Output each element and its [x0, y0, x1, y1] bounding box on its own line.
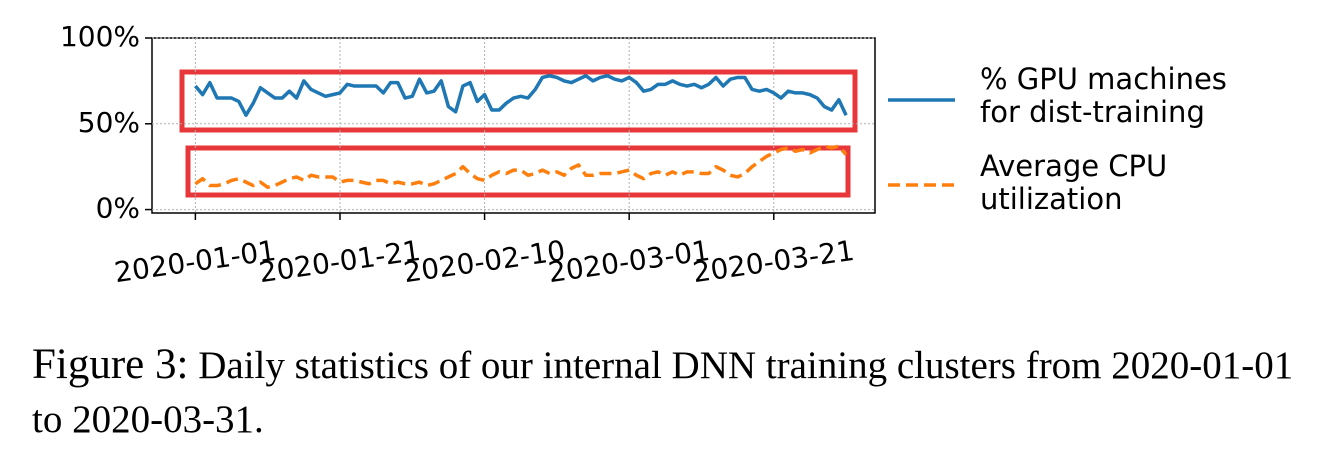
caption: Figure 3: Daily statistics of our intern…	[32, 338, 1307, 447]
y-tick-label: 0%	[96, 192, 140, 225]
series-line	[194, 144, 848, 190]
x-tick-label: 2020-01-01	[112, 234, 278, 289]
x-tick-label: 2020-03-21	[691, 234, 857, 289]
highlight-box	[179, 69, 858, 133]
x-tick-label: 2020-03-01	[546, 234, 712, 289]
caption-label: Figure 3:	[32, 341, 189, 388]
x-tick-label: 2020-02-10	[401, 234, 567, 289]
x-tick-label: 2020-01-21	[257, 234, 423, 289]
y-tick-label: 50%	[78, 106, 140, 139]
caption-text: Daily statistics of our internal DNN tra…	[32, 344, 1294, 441]
highlight-box	[185, 145, 851, 198]
plot-frame	[151, 37, 876, 214]
y-tick-label: 100%	[60, 20, 140, 53]
series-line	[194, 73, 848, 117]
legend-label: Average CPU utilization	[980, 149, 1168, 216]
legend-label: % GPU machines for dist-training	[980, 62, 1227, 129]
